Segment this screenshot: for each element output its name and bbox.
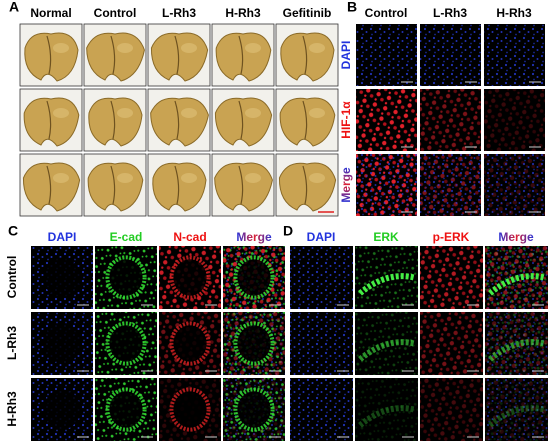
row-label: L-Rh3: [5, 326, 19, 360]
column-header: ERK: [373, 230, 399, 244]
column-header: DAPI: [307, 230, 336, 244]
signal-patch: [488, 273, 545, 296]
liver-highlight: [117, 173, 133, 183]
liver-lobe-line: [238, 100, 244, 140]
fluorescence-signal: [420, 89, 481, 151]
liver-lobe-line: [238, 165, 244, 205]
liver-lobe-line: [238, 35, 244, 75]
fluorescence-signal: [356, 24, 417, 86]
fluorescence-signal: [485, 378, 548, 441]
column-header: Normal: [30, 6, 71, 20]
liver-highlight: [53, 43, 69, 53]
lumen: [43, 323, 81, 364]
column-header: Control: [94, 6, 137, 20]
row-label: H-Rh3: [5, 391, 19, 427]
panel-label: C: [8, 223, 18, 239]
fluorescence-signal: [420, 246, 483, 309]
liver-lobe-line: [110, 165, 116, 205]
row-label: HIF-1α: [339, 101, 353, 139]
fluorescence-signal: [420, 312, 483, 375]
column-header: DAPI: [48, 230, 77, 244]
signal-patch: [358, 273, 415, 296]
column-header: L-Rh3: [433, 6, 467, 20]
liver-lobe-line: [46, 35, 52, 75]
column-header: p-ERK: [433, 230, 470, 244]
signal-patch: [488, 405, 545, 428]
liver-lobe-line: [174, 35, 180, 75]
column-header: Control: [365, 6, 408, 20]
liver-highlight: [53, 173, 69, 183]
fluorescence-signal: [356, 154, 417, 216]
liver-highlight: [117, 108, 133, 118]
liver-lobe-line: [302, 100, 308, 140]
fluorescence-signal: [420, 378, 483, 441]
liver-highlight: [245, 173, 261, 183]
column-header: Merge: [236, 230, 272, 244]
fluorescence-signal: [484, 89, 545, 151]
lumen: [169, 255, 211, 300]
column-header: H-Rh3: [225, 6, 261, 20]
liver-lobe-line: [174, 100, 180, 140]
panel-label: B: [347, 0, 357, 15]
lumen: [105, 255, 147, 300]
column-header: Gefitinib: [283, 6, 332, 20]
fluorescence-signal: [420, 24, 481, 86]
liver-highlight: [117, 43, 133, 53]
liver-lobe-line: [46, 165, 52, 205]
row-label: Merge: [339, 167, 353, 203]
column-header: H-Rh3: [496, 6, 532, 20]
liver-highlight: [245, 43, 261, 53]
lumen: [169, 321, 211, 366]
column-header: E-cad: [110, 230, 143, 244]
fluorescence-signal: [484, 24, 545, 86]
lumen: [169, 387, 211, 432]
liver-lobe-line: [174, 165, 180, 205]
fluorescence-signal: [356, 89, 417, 151]
row-label: DAPI: [339, 41, 353, 70]
column-header: Merge: [498, 230, 534, 244]
lumen: [43, 257, 81, 298]
liver-highlight: [309, 108, 325, 118]
signal-patch: [358, 405, 415, 428]
panel-label: A: [9, 0, 19, 15]
liver-highlight: [181, 108, 197, 118]
column-header: L-Rh3: [162, 6, 196, 20]
liver-lobe-line: [110, 35, 116, 75]
liver-highlight: [181, 43, 197, 53]
liver-highlight: [309, 173, 325, 183]
lumen: [233, 387, 275, 432]
signal-patch: [488, 339, 545, 362]
fluorescence-signal: [290, 312, 353, 375]
lumen: [233, 321, 275, 366]
liver-highlight: [245, 108, 261, 118]
lumen: [233, 255, 275, 300]
liver-lobe-line: [110, 100, 116, 140]
lumen: [105, 321, 147, 366]
column-header: N-cad: [173, 230, 206, 244]
liver-highlight: [53, 108, 69, 118]
fluorescence-signal: [355, 378, 418, 441]
fluorescence-signal: [290, 246, 353, 309]
panel-label: D: [283, 223, 293, 239]
liver-highlight: [309, 43, 325, 53]
fluorescence-signal: [484, 154, 545, 216]
lumen: [43, 389, 81, 430]
row-label: Control: [5, 256, 19, 299]
liver-highlight: [181, 173, 197, 183]
fluorescence-signal: [290, 378, 353, 441]
liver-lobe-line: [302, 165, 308, 205]
liver-lobe-line: [302, 35, 308, 75]
lumen: [105, 387, 147, 432]
signal-patch: [358, 339, 415, 362]
liver-lobe-line: [46, 100, 52, 140]
fluorescence-signal: [420, 154, 481, 216]
